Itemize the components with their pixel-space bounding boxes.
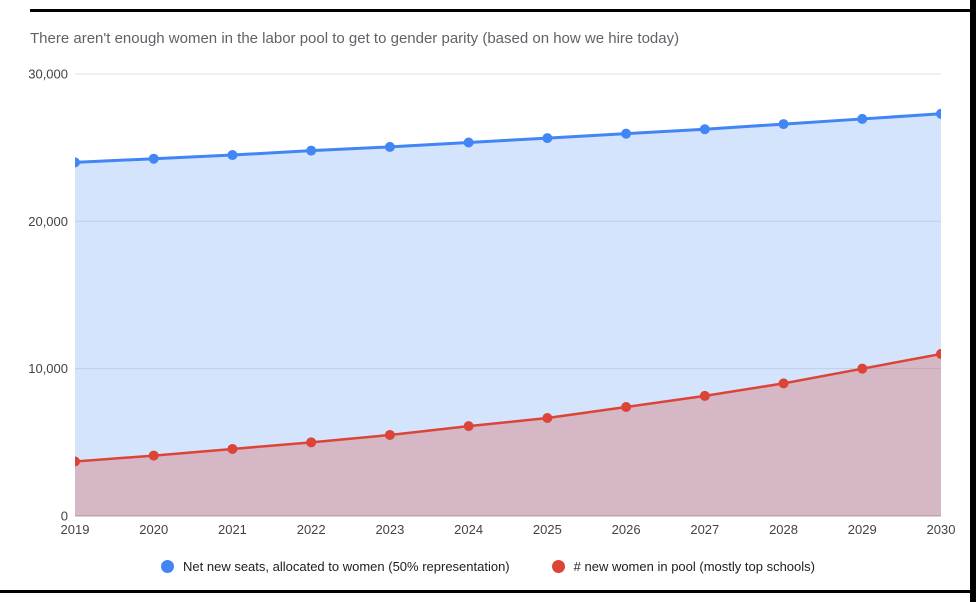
x-axis-tick-label: 2023 (375, 522, 404, 537)
x-axis-tick-label: 2026 (612, 522, 641, 537)
data-point-net-new-seats (227, 150, 238, 161)
data-point-new-women-in-pool (778, 378, 789, 389)
data-point-net-new-seats (936, 108, 941, 119)
data-point-new-women-in-pool (306, 437, 317, 448)
data-point-net-new-seats (148, 153, 159, 164)
legend-item-new-women-in-pool: # new women in pool (mostly top schools) (551, 558, 815, 574)
data-point-new-women-in-pool (227, 443, 238, 454)
legend-marker-icon (161, 559, 175, 573)
series-area-net-new-seats (75, 113, 941, 516)
data-point-new-women-in-pool (936, 348, 941, 359)
data-point-new-women-in-pool (75, 456, 80, 467)
data-point-net-new-seats (857, 113, 868, 124)
x-axis-tick-label: 2025 (533, 522, 562, 537)
x-axis-tick-label: 2030 (927, 522, 956, 537)
legend: Net new seats, allocated to women (50% r… (0, 553, 976, 579)
data-point-new-women-in-pool (699, 390, 710, 401)
window-edge-bottom (0, 590, 976, 593)
data-point-net-new-seats (384, 141, 395, 152)
x-axis-tick-label: 2027 (690, 522, 719, 537)
series-area-new-women-in-pool (75, 353, 941, 516)
x-axis-tick-label: 2019 (61, 522, 90, 537)
legend-item-net-new-seats: Net new seats, allocated to women (50% r… (161, 559, 510, 574)
y-axis-tick-label: 0 (61, 509, 68, 524)
x-axis-tick-label: 2021 (218, 522, 247, 537)
window-edge-right (970, 0, 976, 602)
y-axis-tick-label: 20,000 (28, 214, 68, 229)
data-point-net-new-seats (621, 128, 632, 139)
chart-title: There aren't enough women in the labor p… (30, 30, 680, 47)
legend-label: Net new seats, allocated to women (50% r… (183, 558, 510, 574)
data-point-net-new-seats (542, 133, 553, 144)
data-point-net-new-seats (699, 124, 710, 135)
data-point-net-new-seats (75, 157, 80, 168)
data-point-net-new-seats (306, 145, 317, 156)
data-point-new-women-in-pool (542, 413, 553, 424)
x-axis-tick-label: 2028 (769, 522, 798, 537)
x-axis-tick-label: 2020 (139, 522, 168, 537)
data-point-net-new-seats (463, 137, 474, 148)
series-line-net-new-seats (75, 112, 941, 164)
x-axis-tick-label: 2022 (297, 522, 326, 537)
y-axis-tick-label: 10,000 (28, 361, 68, 376)
data-point-new-women-in-pool (148, 450, 159, 461)
data-point-net-new-seats (778, 119, 789, 130)
y-axis-tick-label: 30,000 (28, 67, 68, 82)
data-point-new-women-in-pool (463, 421, 474, 432)
x-axis-tick-label: 2029 (848, 522, 877, 537)
window-edge-top (30, 9, 976, 12)
x-axis-tick-label: 2024 (454, 522, 483, 537)
data-point-new-women-in-pool (384, 429, 395, 440)
series-line-new-women-in-pool (75, 352, 941, 463)
legend-label: # new women in pool (mostly top schools) (573, 558, 815, 574)
data-point-new-women-in-pool (621, 401, 632, 412)
legend-marker-icon (551, 559, 565, 573)
data-point-new-women-in-pool (857, 363, 868, 374)
